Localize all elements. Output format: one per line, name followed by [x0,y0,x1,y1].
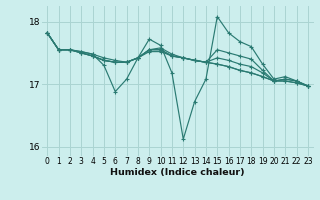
X-axis label: Humidex (Indice chaleur): Humidex (Indice chaleur) [110,168,245,177]
